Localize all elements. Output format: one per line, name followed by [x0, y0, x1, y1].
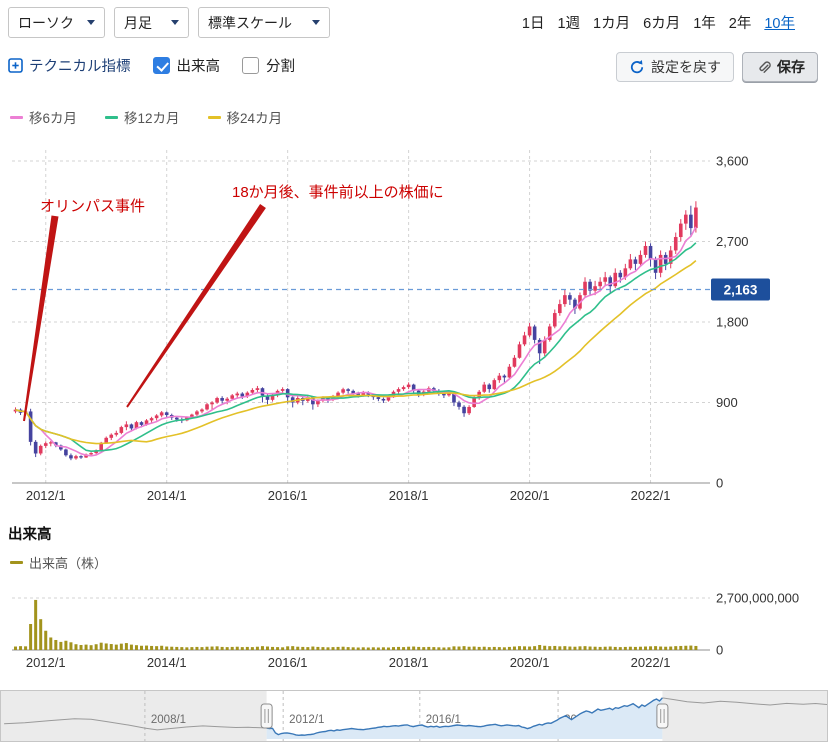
y-axis-label: 0 [716, 476, 723, 491]
annotation-arrow [23, 215, 59, 422]
volume-checkbox-label: 出来高 [176, 58, 221, 75]
chart-controls: テクニカル指標 出来高 分割 [0, 48, 560, 82]
volume-bars [14, 599, 698, 650]
ma24-legend-item: 移24カ月 [207, 107, 283, 127]
ma6-label: 移6カ月 [29, 111, 78, 126]
x-axis-label: 2018/1 [389, 488, 429, 503]
navigator-line-outside [4, 718, 267, 731]
refresh-icon [630, 60, 644, 74]
volume-x-label: 2018/1 [389, 655, 429, 670]
volume-section-title: 出来高 [8, 527, 52, 543]
volume-legend-label: 出来高（株） [29, 556, 108, 571]
interval-dropdown[interactable]: 月足 [114, 7, 189, 38]
navigator-line-outside [662, 697, 828, 706]
annotation-arrow [126, 204, 266, 408]
add-indicator-icon [8, 57, 23, 73]
x-axis-label: 2014/1 [147, 488, 187, 503]
navigator-year-label: 2016/1 [426, 714, 461, 726]
x-axis-label: 2012/1 [26, 488, 66, 503]
period-1d[interactable]: 1日 [521, 15, 545, 32]
period-1m[interactable]: 1カ月 [593, 15, 631, 32]
reset-settings-button[interactable]: 設定を戻す [616, 52, 734, 82]
volume-chart[interactable]: 0 2,700,000,000 2012/1 2014/1 2016/1 2018/1 20… [0, 575, 828, 675]
ma12-label: 移12カ月 [124, 111, 180, 126]
x-axis-label: 2022/1 [631, 488, 671, 503]
ma12-swatch [105, 115, 119, 119]
y-axis-label: 900 [716, 395, 738, 410]
navigator-left-handle[interactable] [260, 703, 273, 729]
annotation-olympus-incident: オリンパス事件 [40, 198, 146, 215]
ma6-swatch [10, 115, 23, 119]
period-1y[interactable]: 1年 [693, 15, 716, 32]
price-chart[interactable]: 0 900 1,800 2,700 3,600 2012/1 2014/1 2016/1 201… [0, 130, 828, 510]
ma12-legend-item: 移12カ月 [105, 107, 180, 127]
x-axis-label: 2020/1 [510, 488, 550, 503]
navigator-year-label: 2008/1 [151, 714, 186, 726]
ma-line [15, 226, 697, 457]
volume-x-label: 2022/1 [631, 655, 671, 670]
volume-swatch [10, 561, 23, 564]
split-checkbox[interactable]: 分割 [242, 55, 295, 76]
ma-legend: 移6カ月 移12カ月 移24カ月 [10, 107, 282, 127]
candles [13, 201, 698, 461]
navigator-year-label: 2012/1 [289, 714, 324, 726]
interval-value: 月足 [124, 14, 152, 31]
volume-checkbox-box[interactable] [152, 56, 170, 74]
period-6m[interactable]: 6カ月 [643, 15, 681, 32]
chevron-down-icon [171, 20, 179, 25]
annotation-recovery: 18か月後、事件前以上の株価に [232, 184, 444, 201]
period-10y[interactable]: 10年 [764, 15, 795, 32]
ma24-label: 移24カ月 [226, 111, 283, 126]
navigator-selected-area [266, 697, 663, 739]
chart-type-dropdown[interactable]: ローソク [8, 7, 105, 38]
y-axis-label: 2,700 [716, 234, 749, 249]
save-button[interactable]: 保存 [742, 52, 818, 82]
x-axis-label: 2016/1 [268, 488, 308, 503]
navigator-right-handle[interactable] [656, 703, 669, 729]
current-price-badge [711, 278, 770, 301]
reset-settings-label: 設定を戻す [651, 59, 721, 75]
chevron-down-icon [87, 20, 95, 25]
technical-indicator-button[interactable]: テクニカル指標 [8, 55, 131, 76]
volume-x-label: 2014/1 [147, 655, 187, 670]
action-buttons: 設定を戻す 保存 [616, 52, 818, 82]
gridlines [12, 150, 710, 484]
volume-y-label: 0 [716, 643, 723, 658]
current-price-value: 2,163 [724, 282, 758, 297]
period-selector: 1日 1週 1カ月 6カ月 1年 2年 10年 [522, 0, 795, 44]
ma-line [15, 259, 697, 445]
period-2y[interactable]: 2年 [728, 15, 752, 32]
volume-legend: 出来高（株） [10, 553, 107, 572]
technical-indicator-label: テクニカル指標 [29, 58, 131, 75]
ma6-legend-item: 移6カ月 [10, 107, 77, 127]
navigator-right-mask [662, 690, 828, 742]
paperclip-icon [759, 61, 771, 73]
navigator-line-selected [266, 697, 663, 737]
navigator-left-mask [0, 690, 267, 742]
split-checkbox-box[interactable] [242, 56, 259, 74]
volume-x-label: 2012/1 [26, 655, 66, 670]
save-label: 保存 [777, 59, 805, 75]
chevron-down-icon [312, 20, 320, 25]
y-axis-label: 3,600 [716, 154, 749, 169]
chart-type-value: ローソク [18, 14, 74, 31]
scale-dropdown[interactable]: 標準スケール [198, 7, 330, 38]
volume-y-label: 2,700,000,000 [716, 591, 799, 606]
period-1w[interactable]: 1週 [557, 15, 581, 32]
ma24-swatch [207, 115, 221, 119]
volume-checkbox[interactable]: 出来高 [152, 55, 221, 76]
ma-line [15, 242, 697, 453]
scale-value: 標準スケール [208, 14, 292, 31]
volume-x-label: 2020/1 [510, 655, 550, 670]
split-checkbox-label: 分割 [266, 58, 295, 75]
volume-x-label: 2016/1 [268, 655, 308, 670]
y-axis-label: 1,800 [716, 315, 749, 330]
